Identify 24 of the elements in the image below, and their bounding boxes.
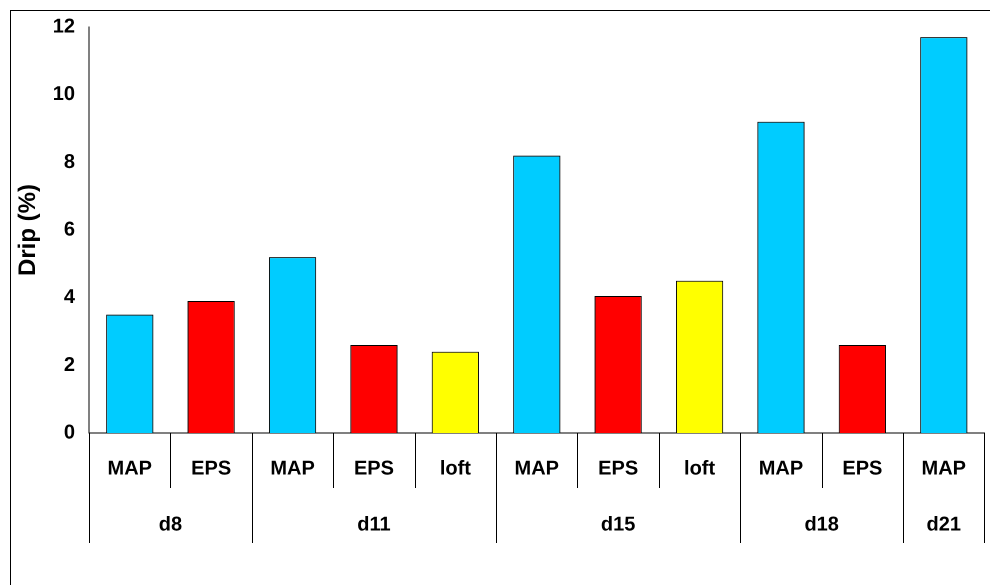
y-tick-label: 12	[52, 16, 76, 38]
x-tick-label: EPS	[191, 458, 232, 480]
y-axis-title: Drip (%)	[14, 184, 42, 276]
text: d18	[804, 514, 839, 536]
text: d8	[158, 514, 182, 536]
y-tick-label: 0	[64, 422, 76, 444]
text: d11	[357, 514, 391, 536]
x-tick-label: loft	[440, 458, 472, 480]
text: d15	[600, 514, 636, 536]
x-tick-label: MAP	[270, 458, 315, 480]
y-tick-label: 8	[64, 150, 76, 173]
x-tick-label: MAP	[758, 458, 804, 480]
x-tick-label: MAP	[514, 458, 559, 480]
x-tick-label: MAP	[108, 458, 152, 480]
y-tick-label: 10	[52, 83, 76, 106]
y-tick-label: 6	[64, 218, 76, 241]
x-tick-label: MAP	[922, 458, 966, 480]
y-tick-label: 4	[64, 286, 76, 308]
x-tick-label: EPS	[842, 458, 882, 480]
x-tick-label: loft	[684, 458, 716, 480]
x-tick-label: EPS	[354, 458, 394, 480]
x-tick-label: EPS	[598, 458, 638, 480]
y-tick-label: 2	[64, 354, 76, 376]
text: d21	[926, 514, 962, 536]
